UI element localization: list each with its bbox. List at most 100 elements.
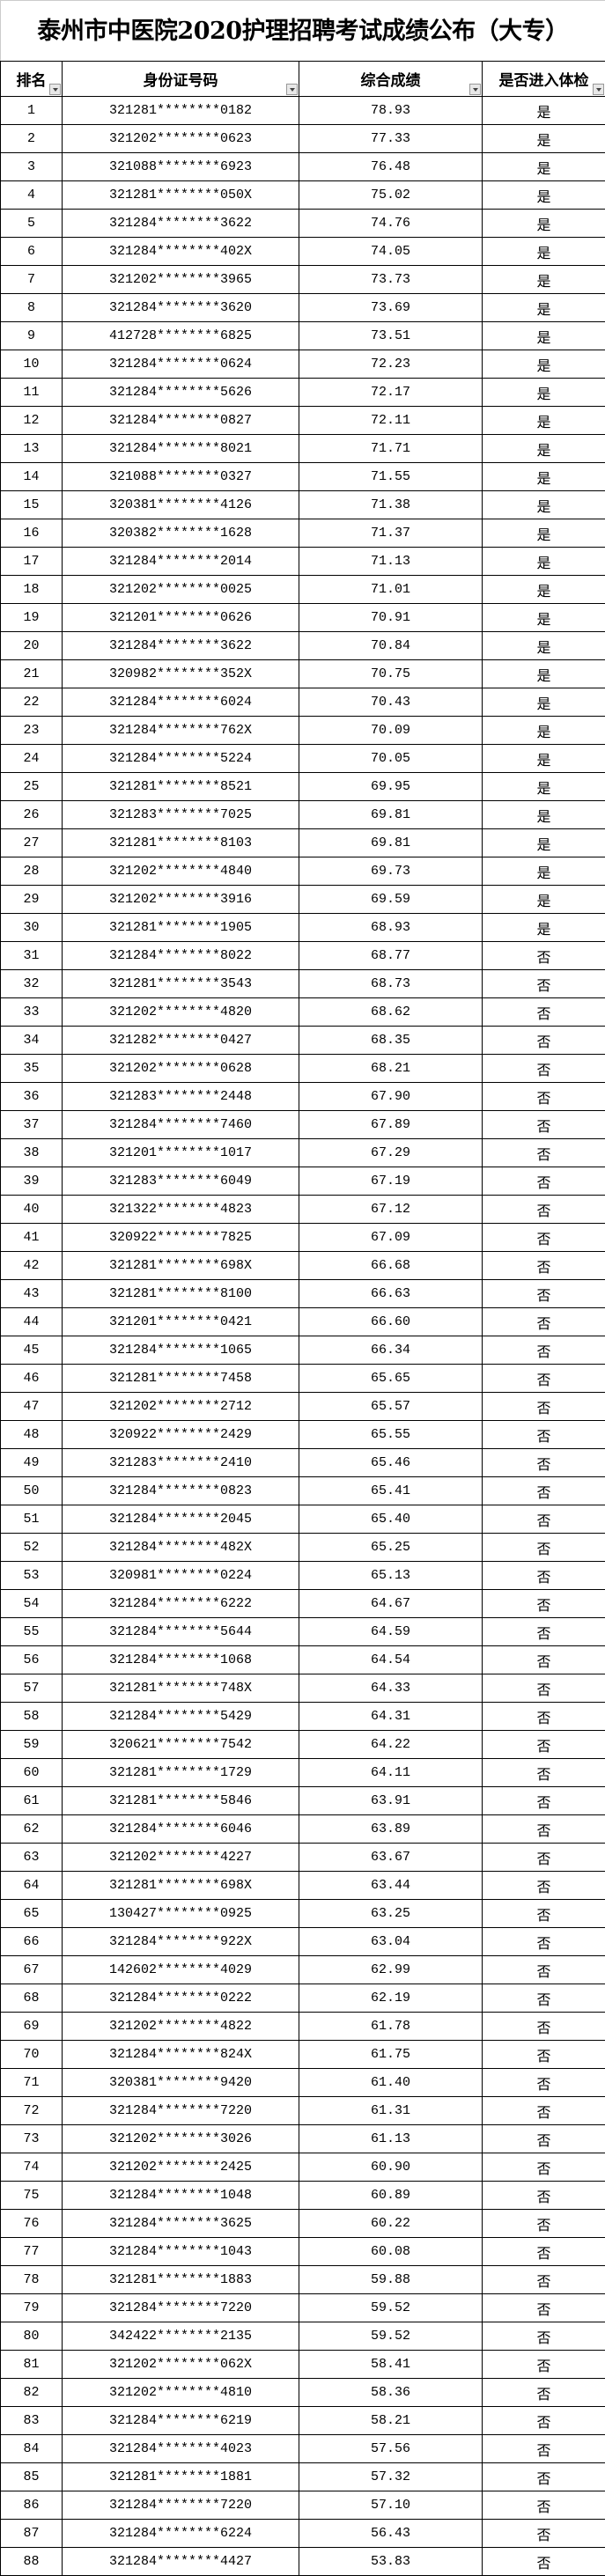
table-body: 1 321281********0182 78.93 是 2 321202********… — [0, 96, 605, 2576]
id-number-cell: 321284********482X — [62, 1533, 299, 1562]
table-row: 15 320381********4126 71.38 是 — [0, 490, 605, 519]
rank-cell: 3 — [0, 152, 63, 181]
score-cell: 53.83 — [299, 2547, 483, 2576]
rank-cell: 46 — [0, 1364, 63, 1393]
id-number-cell: 321202********3916 — [62, 885, 299, 914]
header-row: 排名 身份证号码 综合成绩 是否进入体检 — [0, 61, 605, 97]
medical-exam-cell: 否 — [482, 969, 605, 998]
rank-cell: 72 — [0, 2096, 63, 2125]
table-row: 48 320922********2429 65.55 否 — [0, 1420, 605, 1449]
rank-cell: 57 — [0, 1674, 63, 1703]
id-number-cell: 321284********402X — [62, 237, 299, 266]
medical-exam-cell: 否 — [482, 2322, 605, 2351]
table-row: 49 321283********2410 65.46 否 — [0, 1448, 605, 1477]
id-number-cell: 321201********1017 — [62, 1138, 299, 1167]
table-row: 29 321202********3916 69.59 是 — [0, 885, 605, 914]
rank-cell: 53 — [0, 1561, 63, 1590]
rank-cell: 12 — [0, 406, 63, 435]
rank-cell: 69 — [0, 2012, 63, 2041]
score-cell: 69.73 — [299, 857, 483, 886]
rank-cell: 38 — [0, 1138, 63, 1167]
rank-cell: 23 — [0, 716, 63, 745]
id-number-cell: 321284********3622 — [62, 209, 299, 238]
id-number-cell: 320922********7825 — [62, 1223, 299, 1252]
table-row: 6 321284********402X 74.05 是 — [0, 237, 605, 266]
id-number-cell: 321202********0623 — [62, 124, 299, 153]
score-cell: 61.75 — [299, 2040, 483, 2069]
score-cell: 68.21 — [299, 1054, 483, 1083]
score-cell: 67.12 — [299, 1195, 483, 1224]
results-table: 排名 身份证号码 综合成绩 是否进入体检 1 321281********0182… — [0, 61, 605, 2576]
medical-exam-cell: 是 — [482, 209, 605, 238]
score-cell: 70.09 — [299, 716, 483, 745]
id-number-cell: 321284********3620 — [62, 293, 299, 322]
table-row: 76 321284********3625 60.22 否 — [0, 2209, 605, 2238]
table-row: 61 321281********5846 63.91 否 — [0, 1786, 605, 1815]
id-number-cell: 321284********4023 — [62, 2434, 299, 2463]
score-cell: 68.77 — [299, 941, 483, 970]
medical-exam-cell: 否 — [482, 1476, 605, 1505]
score-cell: 66.63 — [299, 1279, 483, 1308]
id-number-cell: 321281********748X — [62, 1674, 299, 1703]
medical-exam-cell: 是 — [482, 490, 605, 519]
id-number-cell: 412728********6825 — [62, 321, 299, 350]
id-number-cell: 321284********5644 — [62, 1617, 299, 1646]
score-cell: 70.91 — [299, 603, 483, 632]
table-row: 54 321284********6222 64.67 否 — [0, 1589, 605, 1618]
table-row: 64 321281********698X 63.44 否 — [0, 1871, 605, 1900]
score-cell: 57.32 — [299, 2462, 483, 2491]
table-row: 47 321202********2712 65.57 否 — [0, 1392, 605, 1421]
score-cell: 58.21 — [299, 2406, 483, 2435]
table-row: 3 321088********6923 76.48 是 — [0, 152, 605, 181]
score-cell: 61.40 — [299, 2068, 483, 2097]
id-number-cell: 321284********7460 — [62, 1110, 299, 1139]
score-cell: 67.29 — [299, 1138, 483, 1167]
table-row: 5 321284********3622 74.76 是 — [0, 209, 605, 238]
filter-dropdown-icon[interactable] — [286, 84, 298, 95]
id-number-cell: 321284********7220 — [62, 2096, 299, 2125]
medical-exam-cell: 是 — [482, 688, 605, 717]
column-label: 是否进入体检 — [498, 72, 589, 90]
medical-exam-cell: 是 — [482, 96, 605, 125]
score-cell: 66.60 — [299, 1307, 483, 1336]
score-cell: 67.89 — [299, 1110, 483, 1139]
rank-cell: 50 — [0, 1476, 63, 1505]
id-number-cell: 320382********1628 — [62, 519, 299, 548]
rank-cell: 39 — [0, 1167, 63, 1196]
score-cell: 70.75 — [299, 659, 483, 688]
medical-exam-cell: 否 — [482, 1195, 605, 1224]
id-number-cell: 321284********8021 — [62, 434, 299, 463]
column-label: 综合成绩 — [360, 72, 421, 90]
score-cell: 73.51 — [299, 321, 483, 350]
filter-dropdown-icon[interactable] — [593, 84, 604, 95]
id-number-cell: 321282********0427 — [62, 1026, 299, 1055]
medical-exam-cell: 否 — [482, 1730, 605, 1759]
rank-cell: 41 — [0, 1223, 63, 1252]
id-number-cell: 321284********2014 — [62, 547, 299, 576]
rank-cell: 71 — [0, 2068, 63, 2097]
medical-exam-cell: 否 — [482, 1984, 605, 2013]
table-row: 2 321202********0623 77.33 是 — [0, 124, 605, 153]
table-row: 33 321202********4820 68.62 否 — [0, 997, 605, 1027]
id-number-cell: 321284********4427 — [62, 2547, 299, 2576]
id-number-cell: 130427********0925 — [62, 1899, 299, 1928]
table-row: 80 342422********2135 59.52 否 — [0, 2322, 605, 2351]
medical-exam-cell: 是 — [482, 716, 605, 745]
score-cell: 65.40 — [299, 1505, 483, 1534]
rank-cell: 42 — [0, 1251, 63, 1280]
score-cell: 70.43 — [299, 688, 483, 717]
score-cell: 71.37 — [299, 519, 483, 548]
table-row: 23 321284********762X 70.09 是 — [0, 716, 605, 745]
score-cell: 58.36 — [299, 2378, 483, 2407]
rank-cell: 70 — [0, 2040, 63, 2069]
medical-exam-cell: 是 — [482, 857, 605, 886]
score-cell: 57.10 — [299, 2491, 483, 2520]
filter-dropdown-icon[interactable] — [469, 84, 481, 95]
medical-exam-cell: 否 — [482, 1617, 605, 1646]
filter-dropdown-icon[interactable] — [49, 84, 61, 95]
table-row: 12 321284********0827 72.11 是 — [0, 406, 605, 435]
column-header-id: 身份证号码 — [62, 61, 299, 97]
medical-exam-cell: 是 — [482, 744, 605, 773]
rank-cell: 32 — [0, 969, 63, 998]
id-number-cell: 321284********6219 — [62, 2406, 299, 2435]
